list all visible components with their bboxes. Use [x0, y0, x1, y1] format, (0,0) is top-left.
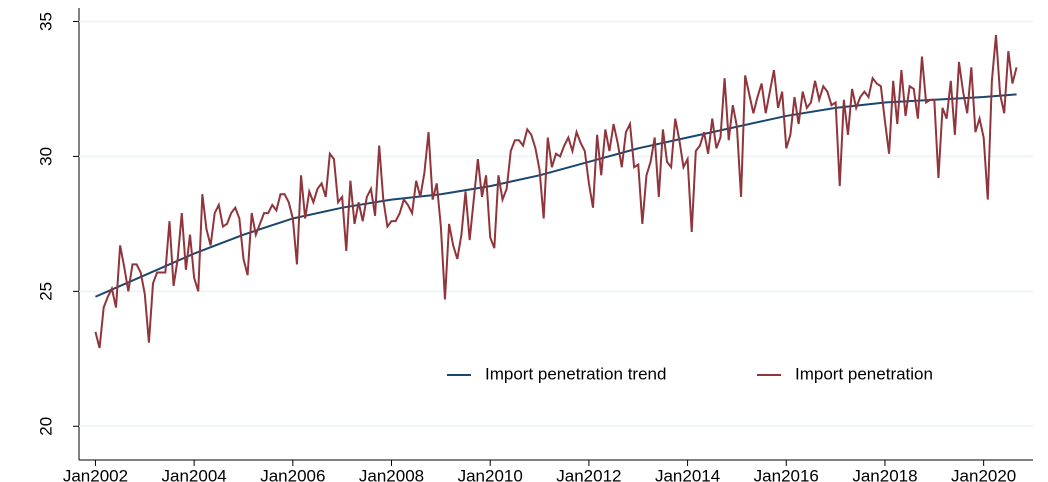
series-line: [94, 34, 1018, 349]
x-tick-label: Jan2004: [162, 466, 227, 482]
series-line: [95, 93, 1017, 298]
x-tick-label: Jan2020: [951, 466, 1016, 482]
x-tick-label: Jan2008: [359, 466, 424, 482]
x-tick-label: Jan2010: [458, 466, 523, 482]
y-tick-label: 25: [36, 282, 55, 301]
x-tick-label: Jan2018: [852, 466, 917, 482]
x-tick-label: Jan2014: [655, 466, 720, 482]
legend-label: Import penetration trend: [485, 364, 666, 383]
x-tick-label: Jan2012: [556, 466, 621, 482]
y-tick-label: 35: [36, 12, 55, 31]
y-tick-label: 30: [36, 147, 55, 166]
y-tick-label: 20: [36, 417, 55, 436]
legend-label: Import penetration: [795, 364, 933, 383]
x-tick-label: Jan2002: [63, 466, 128, 482]
x-tick-label: Jan2016: [754, 466, 819, 482]
x-tick-label: Jan2006: [260, 466, 325, 482]
